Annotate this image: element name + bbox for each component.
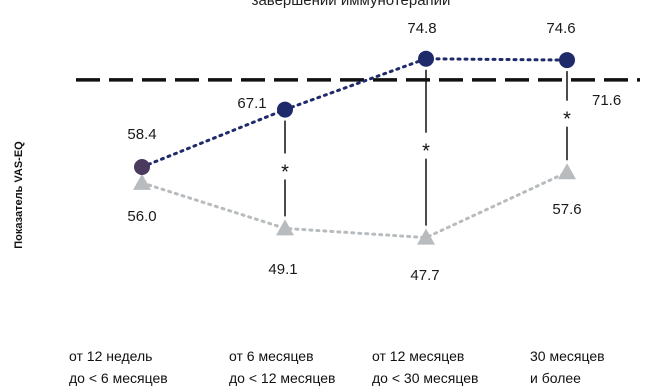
x-tick-label: от 6 месяцев bbox=[229, 348, 314, 364]
x-tick-label: до < 6 месяцев bbox=[69, 370, 168, 386]
significance-marker: * bbox=[422, 141, 430, 163]
significance-marker: * bbox=[281, 161, 289, 183]
series-1-data-label: 74.6 bbox=[546, 20, 575, 37]
x-tick-label: от 12 месяцев bbox=[372, 348, 464, 364]
series-1-point bbox=[559, 52, 575, 69]
y-axis-label: Показатель VAS-EQ bbox=[13, 141, 25, 249]
series-1-data-label: 67.1 bbox=[237, 95, 266, 112]
series-1-data-label: 74.8 bbox=[407, 20, 436, 37]
reference-line-label: 71.6 bbox=[592, 92, 621, 109]
series-2-point bbox=[133, 173, 151, 190]
series-1-line bbox=[140, 57, 569, 169]
series-lines-layer bbox=[140, 57, 569, 240]
series-2-data-label: 56.0 bbox=[127, 208, 156, 225]
reference-layer: 71.6 bbox=[76, 78, 640, 109]
x-tick-label: 30 месяцев bbox=[530, 348, 605, 364]
series-1-point bbox=[134, 159, 150, 175]
x-tick-label: до < 30 месяцев bbox=[372, 370, 478, 386]
series-2-line bbox=[140, 170, 569, 240]
series-1-point bbox=[277, 101, 293, 118]
series-2-point bbox=[558, 163, 576, 180]
data-points-layer bbox=[133, 50, 576, 245]
series-2-point bbox=[276, 219, 294, 236]
series-2-data-label: 49.1 bbox=[268, 261, 297, 278]
series-1-point bbox=[418, 50, 434, 67]
series-2-data-label: 47.7 bbox=[410, 267, 439, 284]
chart-title: завершении иммунотерапии bbox=[252, 0, 451, 9]
data-labels-layer: 58.4 67.1 74.8 74.6 56.0 49.1 47.7 57.6 bbox=[127, 20, 581, 284]
significance-marker: * bbox=[563, 109, 571, 131]
series-2-data-label: 57.6 bbox=[552, 201, 581, 218]
x-tick-labels-layer: от 12 недель до < 6 месяцев от 6 месяцев до… bbox=[69, 348, 605, 386]
series-1-data-label: 58.4 bbox=[127, 126, 156, 143]
series-2-point bbox=[417, 228, 435, 245]
x-tick-label: до < 12 месяцев bbox=[229, 370, 335, 386]
x-tick-label: и более bbox=[530, 370, 581, 386]
x-tick-label: от 12 недель bbox=[69, 348, 152, 364]
significance-layer: * * * bbox=[281, 69, 571, 226]
